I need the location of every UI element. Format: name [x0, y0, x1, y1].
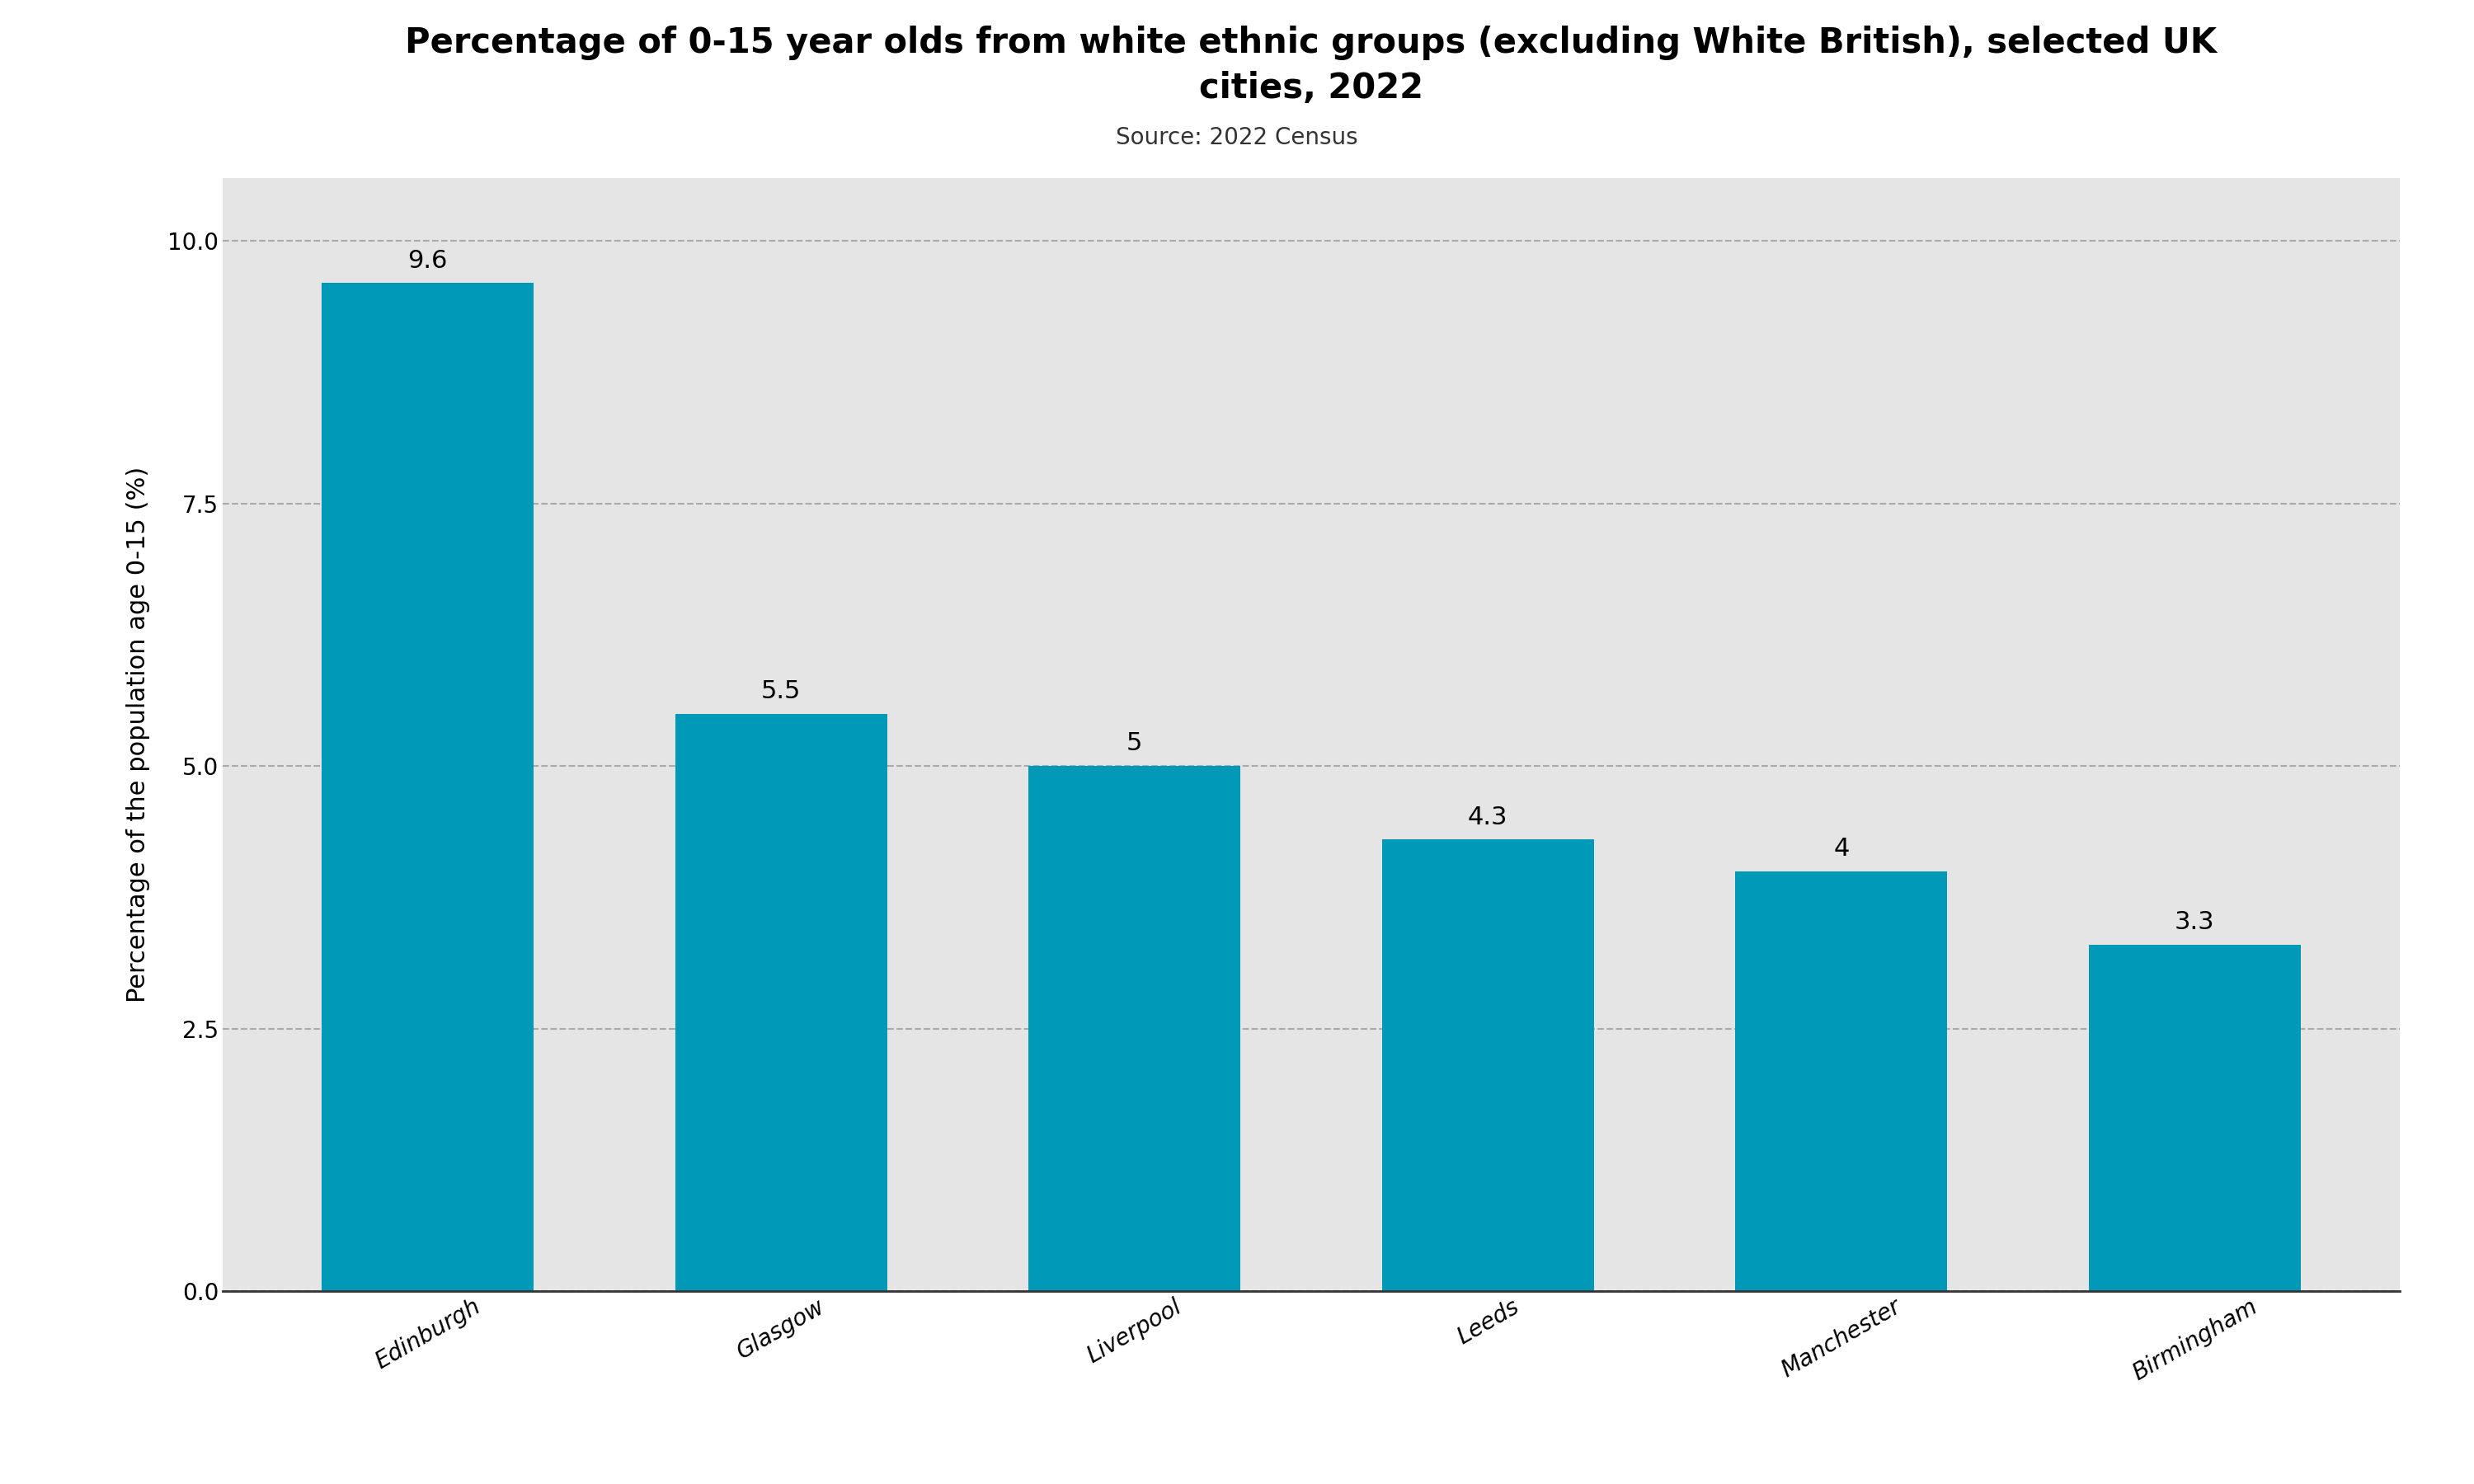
Bar: [2088, 945, 2301, 1291]
Text: 4.3: 4.3: [1467, 806, 1509, 830]
Text: 9.6: 9.6: [408, 249, 448, 273]
Bar: [1734, 871, 1947, 1291]
Text: 5: 5: [1126, 732, 1143, 755]
Text: 4: 4: [1833, 837, 1851, 861]
Bar: [1383, 840, 1593, 1291]
Text: 3.3: 3.3: [2175, 910, 2214, 933]
Text: Source: 2022 Census: Source: 2022 Census: [1116, 126, 1358, 150]
Bar: [1029, 766, 1239, 1291]
Y-axis label: Percentage of the population age 0-15 (%): Percentage of the population age 0-15 (%…: [126, 466, 151, 1003]
Text: 5.5: 5.5: [762, 680, 802, 703]
Title: Percentage of 0-15 year olds from white ethnic groups (excluding White British),: Percentage of 0-15 year olds from white …: [406, 25, 2217, 105]
Bar: [675, 714, 888, 1291]
Bar: [322, 283, 534, 1291]
